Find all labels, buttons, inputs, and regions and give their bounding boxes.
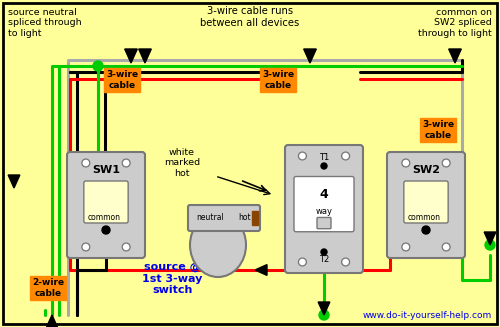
Circle shape [319,310,329,320]
Text: neutral: neutral [196,214,224,222]
Polygon shape [484,232,496,245]
FancyBboxPatch shape [285,145,363,273]
Ellipse shape [190,213,246,277]
Circle shape [422,226,430,234]
Circle shape [402,159,410,167]
Polygon shape [46,315,58,327]
Polygon shape [255,265,267,275]
Text: source @
1st 3-way
switch: source @ 1st 3-way switch [142,262,203,295]
Circle shape [298,258,306,266]
Polygon shape [318,302,330,315]
Circle shape [82,243,90,251]
Bar [252,211,258,225]
Circle shape [122,159,130,167]
Text: white
marked
hot: white marked hot [164,148,200,178]
FancyBboxPatch shape [317,217,331,229]
Circle shape [342,152,349,160]
FancyBboxPatch shape [84,181,128,223]
Text: common on
SW2 spliced
through to light: common on SW2 spliced through to light [418,8,492,38]
Circle shape [321,249,327,255]
Circle shape [93,190,103,200]
Text: 2-wire
cable: 2-wire cable [32,278,64,298]
Circle shape [93,61,103,71]
Circle shape [82,159,90,167]
Text: way: way [316,207,332,216]
FancyBboxPatch shape [67,152,145,258]
Text: 4: 4 [320,188,328,201]
FancyBboxPatch shape [294,177,354,232]
Text: 3-wire
cable: 3-wire cable [422,120,454,140]
Polygon shape [8,175,20,188]
Circle shape [402,243,410,251]
Text: 3-wire
cable: 3-wire cable [262,70,294,90]
FancyBboxPatch shape [188,205,260,231]
Text: 3-wire
cable: 3-wire cable [106,70,138,90]
Text: common: common [88,213,120,221]
Circle shape [321,163,327,169]
Text: 3-wire cable runs
between all devices: 3-wire cable runs between all devices [200,6,300,27]
FancyBboxPatch shape [404,181,448,223]
Circle shape [102,226,110,234]
Text: T1: T1 [319,153,329,163]
Text: hot: hot [238,214,252,222]
Text: common: common [408,213,440,221]
Circle shape [342,258,349,266]
Circle shape [122,243,130,251]
Circle shape [485,240,495,250]
Text: T2: T2 [319,255,329,265]
Text: SW1: SW1 [92,165,120,175]
Polygon shape [138,49,151,63]
Text: SW2: SW2 [412,165,440,175]
Circle shape [442,159,450,167]
Text: www.do-it-yourself-help.com: www.do-it-yourself-help.com [363,311,492,320]
Circle shape [442,243,450,251]
Polygon shape [448,49,462,63]
FancyBboxPatch shape [387,152,465,258]
Polygon shape [304,49,316,63]
Text: source neutral
spliced through
to light: source neutral spliced through to light [8,8,82,38]
Circle shape [298,152,306,160]
Polygon shape [124,49,138,63]
